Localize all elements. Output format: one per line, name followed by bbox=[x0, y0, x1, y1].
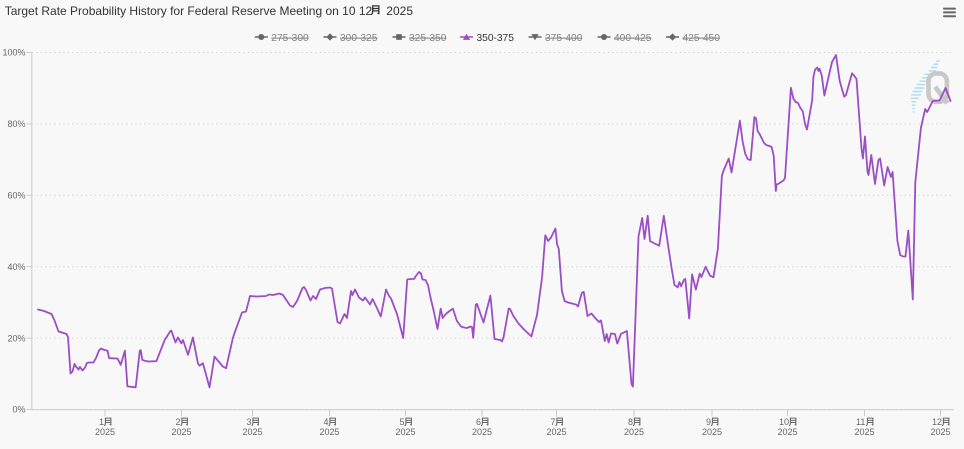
svg-text:2025: 2025 bbox=[472, 427, 492, 437]
svg-text:100%: 100% bbox=[2, 48, 25, 58]
svg-text:2025: 2025 bbox=[854, 427, 874, 437]
svg-text:2025: 2025 bbox=[930, 427, 950, 437]
svg-text:60%: 60% bbox=[7, 191, 25, 201]
svg-text:2025: 2025 bbox=[395, 427, 415, 437]
svg-text:2025: 2025 bbox=[242, 427, 262, 437]
svg-text:5: 5 bbox=[400, 417, 405, 427]
svg-text:2025: 2025 bbox=[95, 427, 115, 437]
svg-text:3: 3 bbox=[247, 417, 252, 427]
svg-text:2025: 2025 bbox=[171, 427, 191, 437]
svg-text:20%: 20% bbox=[7, 333, 25, 343]
svg-text:9: 9 bbox=[706, 417, 711, 427]
svg-text:2025: 2025 bbox=[546, 427, 566, 437]
svg-text:8: 8 bbox=[628, 417, 633, 427]
svg-text:2025: 2025 bbox=[702, 427, 722, 437]
svg-text:Target Rate Probability Histor: Target Rate Probability History for Fede… bbox=[5, 4, 373, 18]
svg-text:0%: 0% bbox=[12, 405, 25, 415]
svg-text:2: 2 bbox=[176, 417, 181, 427]
svg-text:1: 1 bbox=[99, 417, 104, 427]
svg-text:4: 4 bbox=[324, 417, 329, 427]
svg-text:275-300: 275-300 bbox=[271, 33, 309, 44]
svg-text:11: 11 bbox=[856, 417, 865, 427]
svg-text:80%: 80% bbox=[7, 119, 25, 129]
svg-text:10: 10 bbox=[779, 417, 789, 427]
svg-text:425-450: 425-450 bbox=[683, 33, 721, 44]
svg-text:400-425: 400-425 bbox=[614, 33, 652, 44]
svg-text:12: 12 bbox=[932, 417, 942, 427]
svg-text:40%: 40% bbox=[7, 262, 25, 272]
svg-text:2025: 2025 bbox=[319, 427, 339, 437]
svg-text:6: 6 bbox=[476, 417, 481, 427]
svg-text:7: 7 bbox=[551, 417, 556, 427]
svg-text:375-400: 375-400 bbox=[545, 33, 583, 44]
svg-text:2025: 2025 bbox=[624, 427, 644, 437]
svg-text:325-350: 325-350 bbox=[409, 33, 447, 44]
svg-text:350-375: 350-375 bbox=[477, 33, 515, 44]
svg-text:300-325: 300-325 bbox=[340, 33, 378, 44]
svg-text:2025: 2025 bbox=[386, 4, 413, 18]
svg-text:2025: 2025 bbox=[777, 427, 797, 437]
